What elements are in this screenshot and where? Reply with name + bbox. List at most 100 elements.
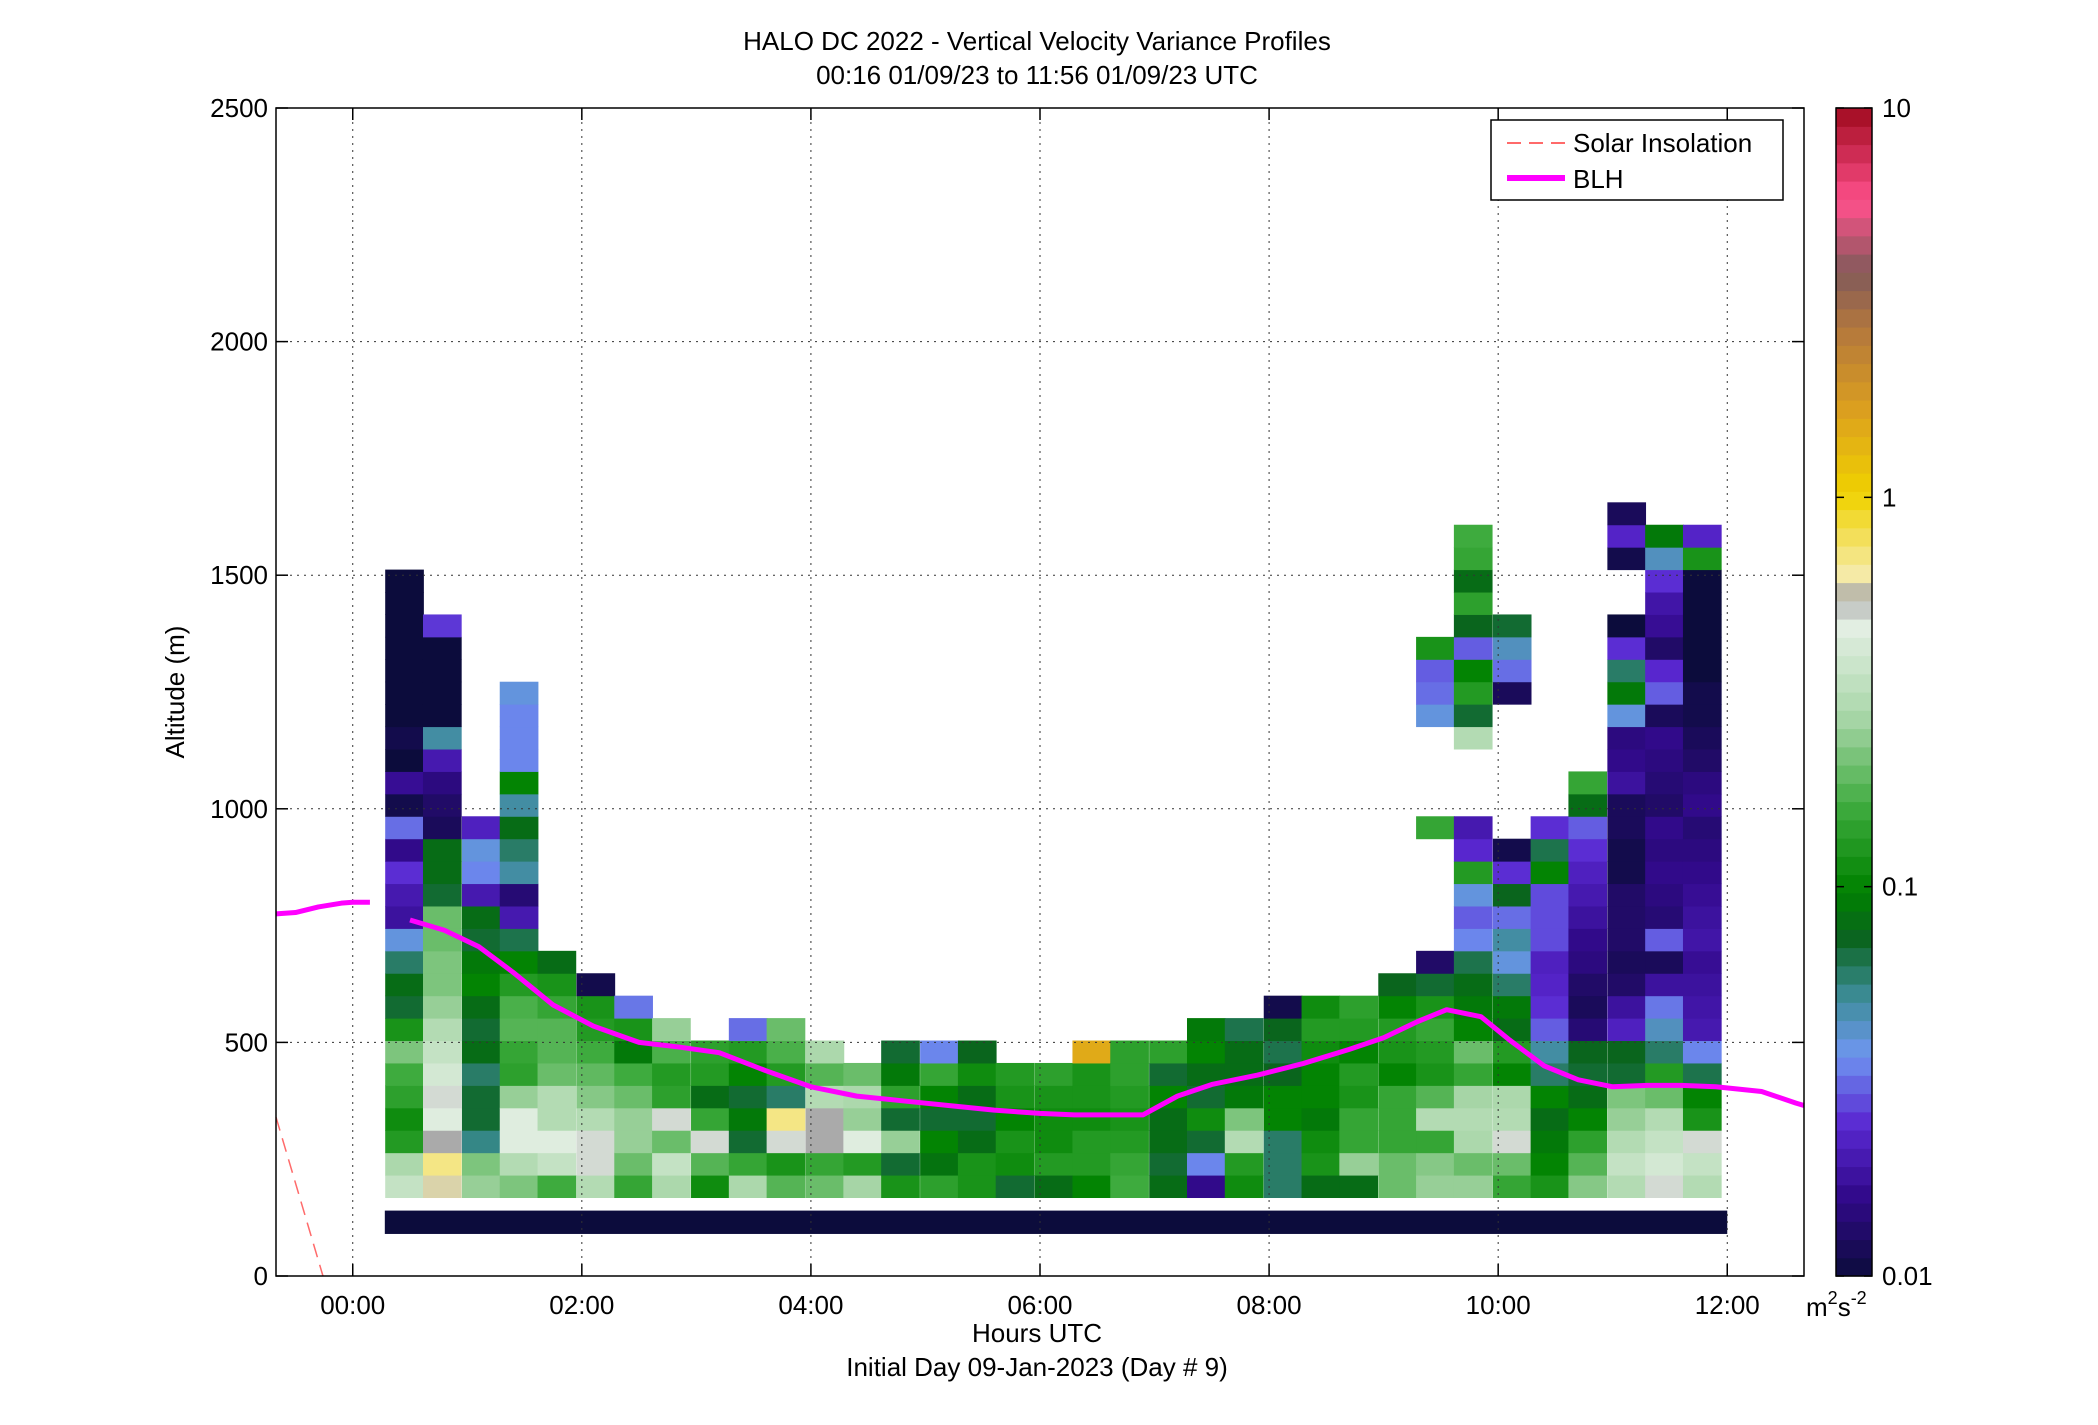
heatmap-cell bbox=[1607, 1085, 1647, 1109]
heatmap-cell bbox=[1416, 1018, 1455, 1042]
colorbar-segment bbox=[1836, 765, 1872, 784]
heatmap-cell bbox=[1301, 1018, 1341, 1042]
heatmap-cell bbox=[1453, 592, 1493, 615]
heatmap-cell bbox=[1607, 1152, 1647, 1176]
colorbar-segment bbox=[1836, 1184, 1872, 1204]
colorbar-segment bbox=[1836, 819, 1872, 839]
y-tick-label: 1500 bbox=[210, 560, 268, 590]
heatmap-cell bbox=[1568, 973, 1608, 997]
heatmap-cell bbox=[1072, 1085, 1112, 1109]
colorbar-segment bbox=[1836, 892, 1872, 912]
heatmap-cell bbox=[614, 1107, 653, 1131]
heatmap-cell bbox=[957, 1152, 997, 1176]
colorbar-segment bbox=[1836, 1130, 1872, 1149]
heatmap-cell bbox=[1263, 1018, 1303, 1042]
heatmap-cell bbox=[499, 950, 539, 974]
heatmap-cell bbox=[1530, 1062, 1570, 1086]
heatmap-cell bbox=[1682, 793, 1722, 817]
heatmap-cell bbox=[1682, 838, 1722, 862]
heatmap-cell bbox=[1492, 905, 1532, 929]
heatmap-cell bbox=[537, 1152, 577, 1176]
heatmap-cell bbox=[1607, 1018, 1647, 1042]
heatmap-cell bbox=[576, 973, 616, 997]
heatmap-cell bbox=[1682, 748, 1722, 772]
heatmap-cell bbox=[1263, 1175, 1303, 1199]
heatmap-cell bbox=[461, 1107, 501, 1131]
colorbar-segment bbox=[1836, 801, 1872, 821]
colorbar-segment bbox=[1836, 728, 1872, 748]
heatmap-cell bbox=[1682, 816, 1722, 840]
heatmap-cell bbox=[461, 816, 501, 840]
heatmap-cell bbox=[1339, 1175, 1379, 1199]
heatmap-cell bbox=[1645, 861, 1684, 885]
heatmap-cell bbox=[1607, 502, 1647, 526]
heatmap-cell bbox=[1645, 636, 1684, 660]
heatmap-cell bbox=[1607, 905, 1647, 929]
heatmap-cell bbox=[1607, 861, 1647, 885]
heatmap-cell bbox=[385, 883, 424, 907]
heatmap-cell bbox=[1453, 816, 1493, 840]
colorbar: 0.01 0.1 1 10 bbox=[1835, 93, 1933, 1291]
heatmap-cell bbox=[461, 1152, 501, 1176]
heatmap-cell bbox=[1224, 1018, 1264, 1042]
y-tick-label: 1000 bbox=[210, 794, 268, 824]
heatmap-cell bbox=[1149, 1085, 1188, 1109]
heatmap-cell bbox=[1682, 1152, 1722, 1176]
colorbar-segment bbox=[1836, 546, 1872, 565]
heatmap-cell bbox=[1072, 1152, 1112, 1176]
colorbar-segment bbox=[1836, 1020, 1872, 1040]
heatmap-cell bbox=[499, 816, 539, 840]
heatmap-cell bbox=[461, 1175, 501, 1199]
heatmap-cell bbox=[920, 1107, 959, 1131]
heatmap-cell bbox=[1492, 928, 1532, 952]
colorbar-segment bbox=[1836, 874, 1872, 894]
heatmap-cell bbox=[385, 1040, 424, 1064]
heatmap-cell bbox=[1568, 883, 1608, 907]
heatmap-cell bbox=[1682, 636, 1722, 660]
heatmap-cell bbox=[1645, 1130, 1684, 1154]
heatmap-cell bbox=[805, 1062, 845, 1086]
heatmap-cell bbox=[1682, 659, 1722, 683]
heatmap-cell bbox=[385, 569, 424, 593]
heatmap-cell bbox=[1607, 614, 1647, 638]
heatmap-cell bbox=[614, 1175, 653, 1199]
colorbar-segment bbox=[1836, 984, 1872, 1003]
heatmap-cell bbox=[499, 1040, 539, 1064]
heatmap-cell bbox=[1645, 995, 1684, 1019]
heatmap-cell bbox=[843, 1175, 883, 1199]
heatmap-cell bbox=[1149, 1130, 1188, 1154]
heatmap-cell bbox=[1645, 524, 1684, 548]
heatmap-cell bbox=[1530, 816, 1570, 840]
colorbar-segment bbox=[1836, 856, 1872, 876]
colorbar-segment bbox=[1836, 345, 1872, 365]
colorbar-segment bbox=[1836, 527, 1872, 547]
colorbar-segment bbox=[1836, 1038, 1872, 1058]
heatmap-cell bbox=[1492, 1175, 1532, 1199]
heatmap-cell bbox=[1682, 1085, 1722, 1109]
heatmap-cell bbox=[1301, 995, 1341, 1019]
heatmap-cell bbox=[1568, 861, 1608, 885]
heatmap-cell bbox=[1682, 1040, 1722, 1064]
heatmap-cell bbox=[805, 1152, 845, 1176]
colorbar-segment bbox=[1836, 1075, 1872, 1095]
colorbar-segment bbox=[1836, 162, 1872, 182]
colorbar-segment bbox=[1836, 254, 1872, 273]
colorbar-segment bbox=[1836, 126, 1872, 146]
heatmap-cell bbox=[1453, 950, 1493, 974]
heatmap-cell bbox=[1492, 1107, 1532, 1131]
heatmap-cell bbox=[1453, 726, 1493, 750]
heatmap-cell bbox=[881, 1040, 920, 1064]
heatmap-cell bbox=[422, 1130, 462, 1154]
heatmap-cell bbox=[1072, 1130, 1112, 1154]
colorbar-segment bbox=[1836, 235, 1872, 255]
blh-line bbox=[275, 899, 370, 917]
heatmap-cell bbox=[385, 838, 424, 862]
heatmap-cell bbox=[1645, 973, 1684, 997]
heatmap-cell bbox=[1682, 1107, 1722, 1131]
heatmap-cell bbox=[1645, 704, 1684, 728]
heatmap-cell bbox=[691, 1107, 730, 1131]
heatmap-bottom-band bbox=[384, 1210, 1728, 1234]
heatmap-cell bbox=[1492, 614, 1532, 638]
heatmap-cell bbox=[1682, 995, 1722, 1019]
